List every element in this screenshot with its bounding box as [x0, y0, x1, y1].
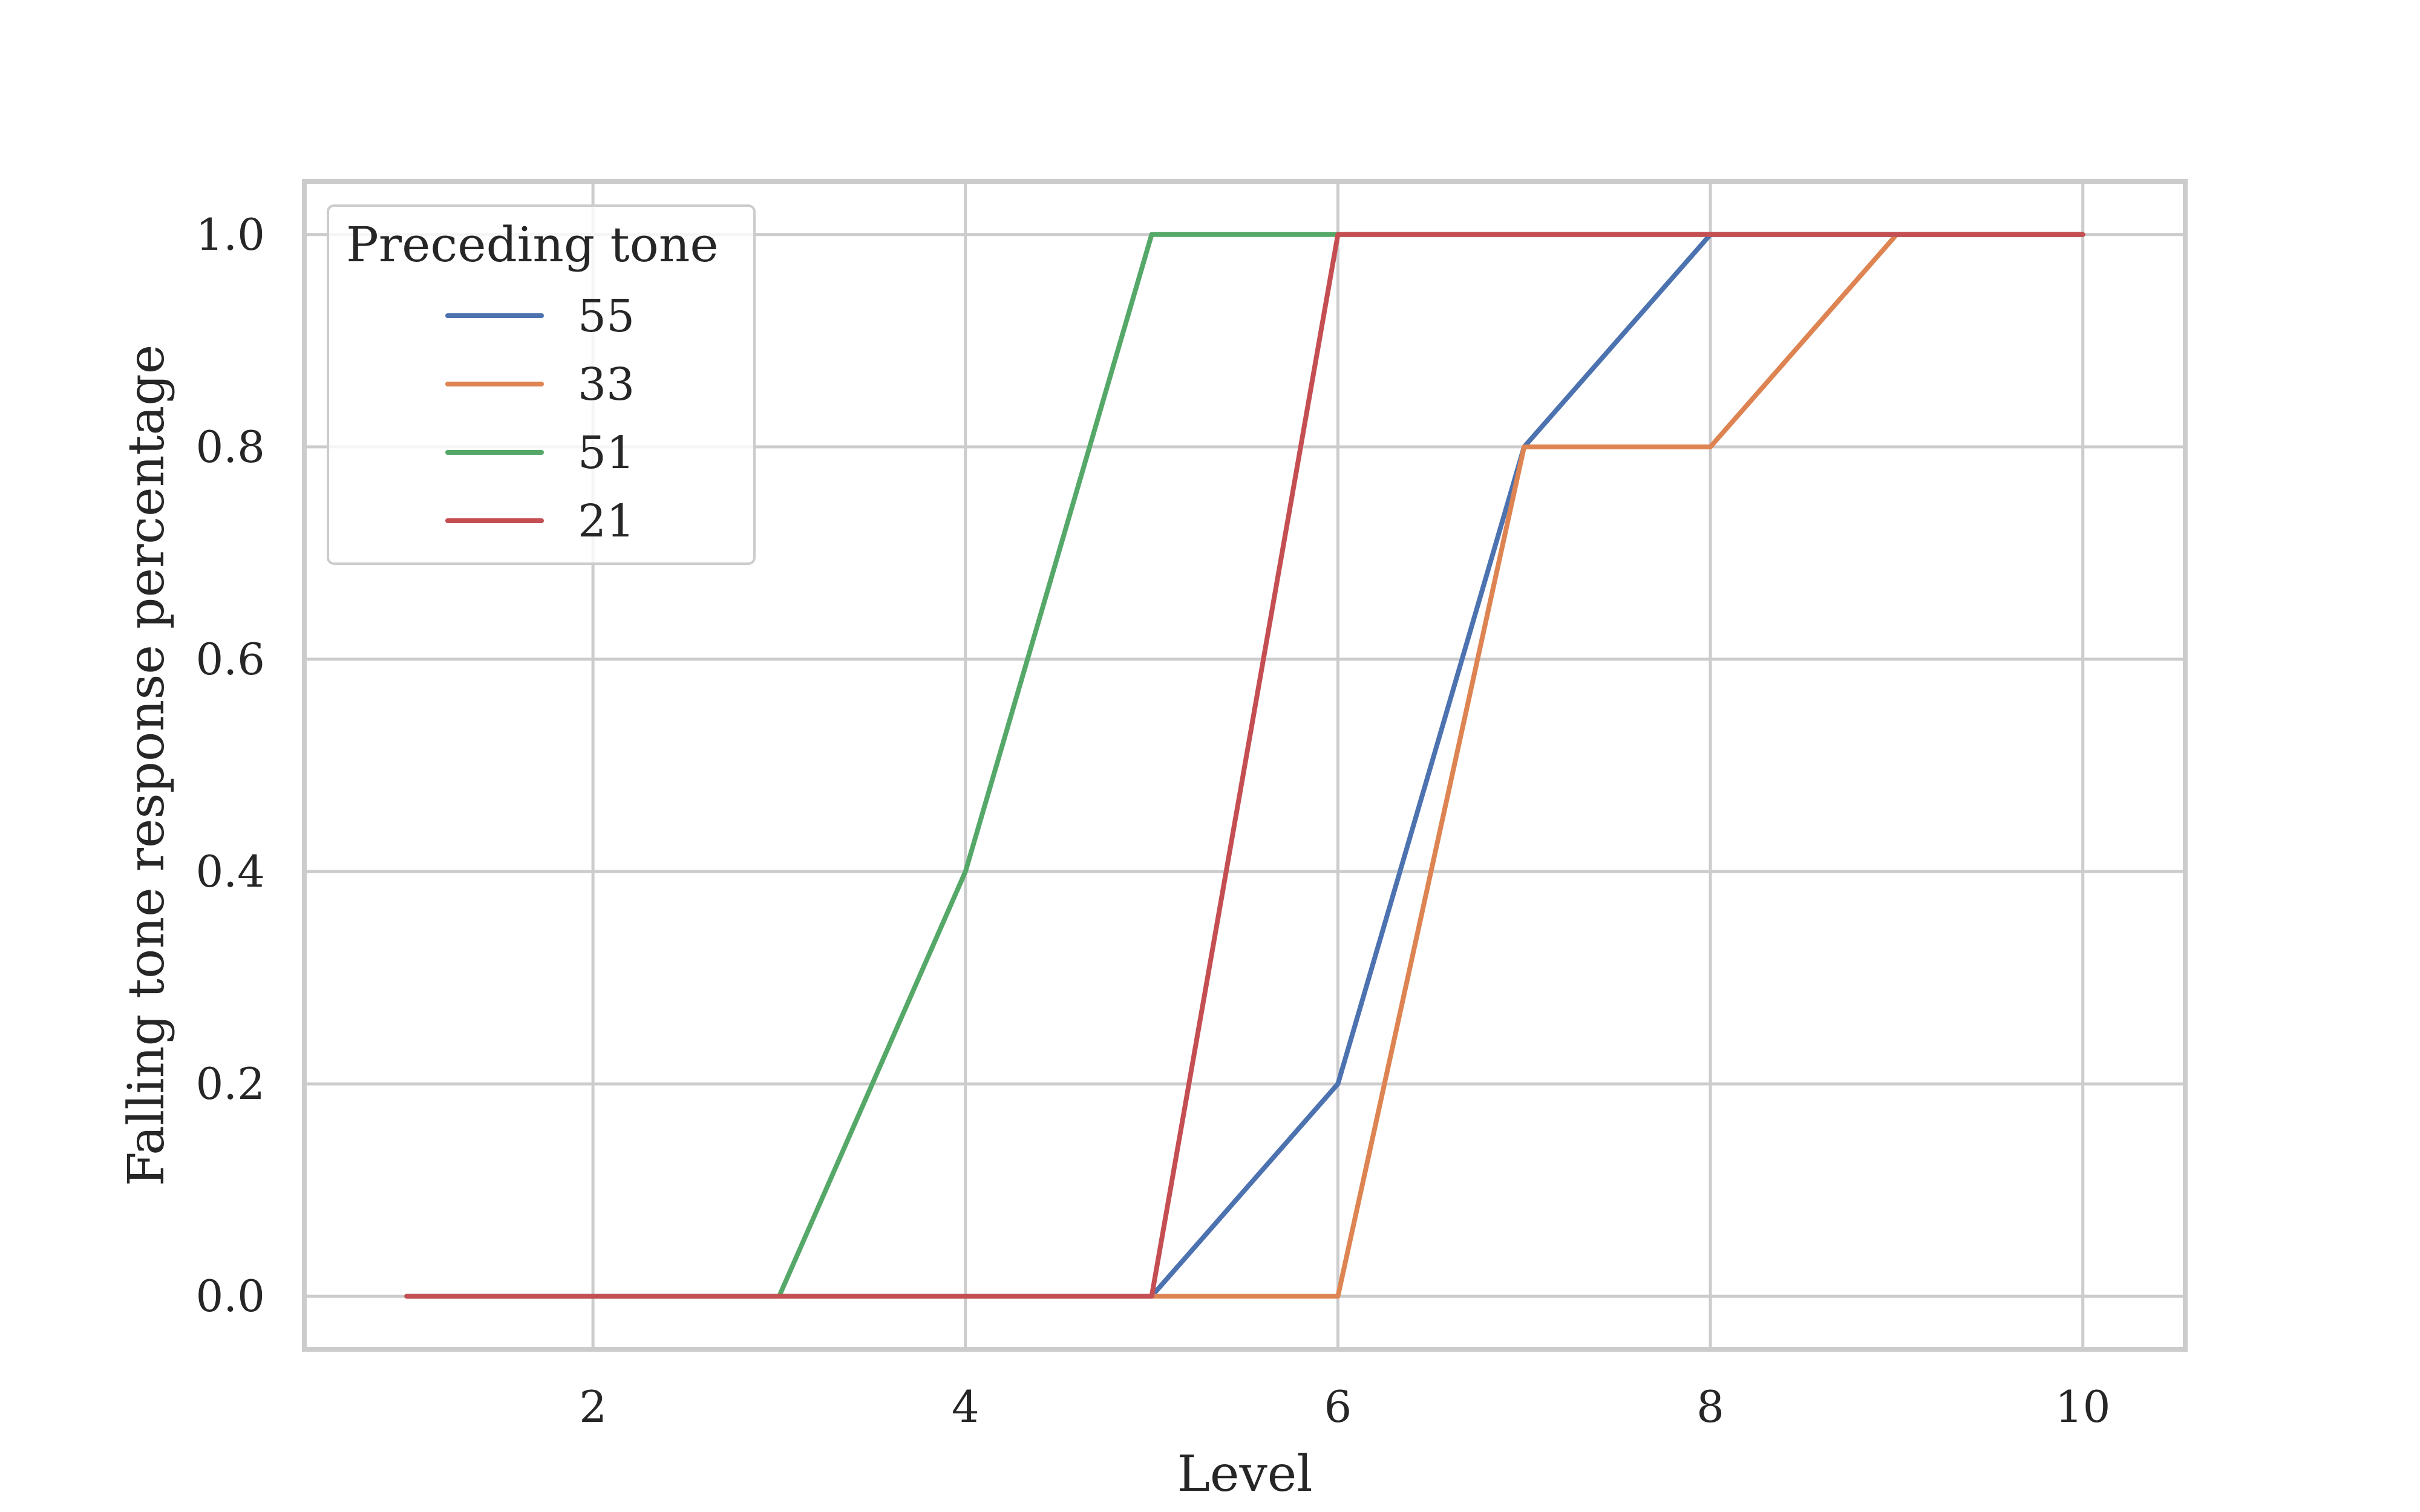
y-tick-label: 0.0	[195, 1271, 265, 1321]
y-tick-label: 1.0	[195, 209, 265, 260]
x-tick-label: 6	[1324, 1381, 1352, 1432]
x-axis-label: Level	[1177, 1445, 1312, 1503]
legend-items: 55 33 51 21	[445, 290, 635, 547]
legend-label: 55	[578, 290, 635, 342]
x-tick-label: 10	[2055, 1381, 2111, 1432]
x-tick-label: 8	[1696, 1381, 1724, 1432]
legend: Preceding tone 55 33 51 21	[327, 204, 756, 565]
series-line-21	[404, 232, 2085, 1299]
plot-area-frame	[302, 179, 2188, 1352]
y-axis-label: Falling tone response percentage	[118, 345, 175, 1186]
y-tick-label: 0.2	[195, 1058, 265, 1109]
legend-label: 21	[578, 495, 635, 547]
series-lines	[404, 232, 2085, 1299]
y-tick-label: 0.8	[195, 422, 265, 472]
legend-label: 51	[578, 427, 635, 479]
tick-labels: 2 4 6 8 10 0.0 0.2 0.4 0.6 0.8 1.0	[195, 209, 2110, 1432]
y-tick-label: 0.4	[195, 846, 265, 897]
legend-title: Preceding tone	[346, 217, 719, 273]
x-tick-label: 4	[952, 1381, 979, 1432]
legend-label: 33	[578, 359, 635, 411]
y-tick-label: 0.6	[195, 634, 265, 685]
x-tick-label: 2	[579, 1381, 607, 1432]
